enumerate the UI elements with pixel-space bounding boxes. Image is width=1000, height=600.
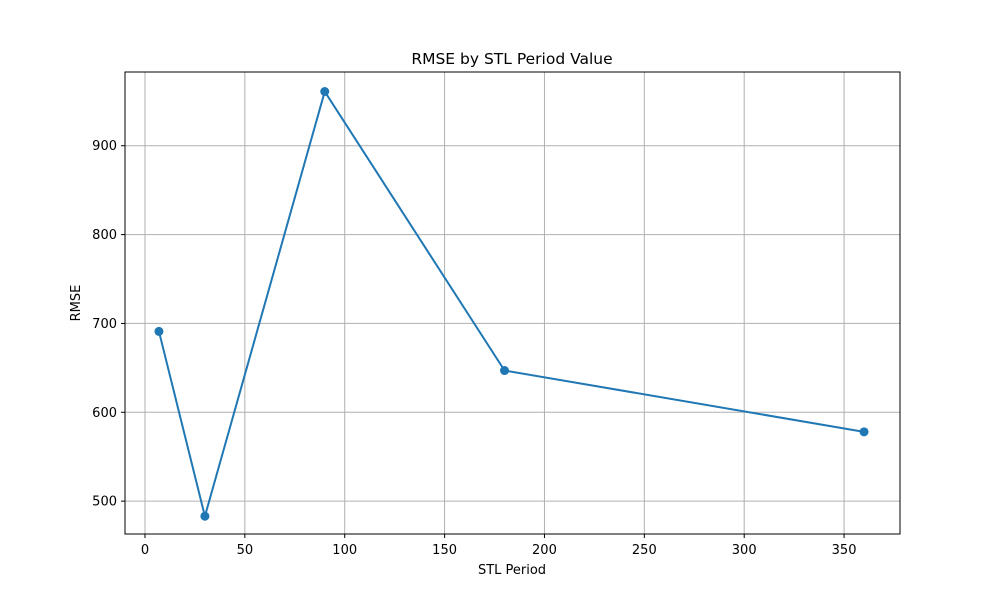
x-tick-label: 50 [237, 543, 254, 558]
plot-frame [124, 71, 901, 535]
y-tick-label: 800 [92, 228, 117, 243]
y-tick-label: 600 [92, 406, 117, 421]
tick-layer: 0 50 100 150 200 250 300 350 500 600 700 800 900 [92, 139, 856, 558]
x-tick-label: 150 [432, 543, 457, 558]
x-tick-label: 200 [532, 543, 557, 558]
grid-layer [125, 72, 900, 534]
series-line [157, 90, 865, 518]
y-axis-title: RMSE [69, 285, 84, 322]
y-tick-label: 900 [92, 139, 117, 154]
series-layer [154, 87, 869, 521]
data-point [859, 427, 869, 437]
data-point [154, 326, 164, 336]
x-tick-label: 300 [732, 543, 757, 558]
x-tick-label: 250 [632, 543, 657, 558]
x-axis-title: STL Period [478, 563, 546, 578]
y-tick-label: 500 [92, 495, 117, 510]
x-tick-label: 350 [832, 543, 857, 558]
chart-title: RMSE by STL Period Value [411, 50, 612, 68]
x-tick-label: 0 [141, 543, 149, 558]
data-point [500, 366, 510, 376]
data-point [320, 87, 330, 97]
y-tick-label: 700 [92, 317, 117, 332]
data-point [200, 511, 210, 521]
x-tick-label: 100 [332, 543, 357, 558]
